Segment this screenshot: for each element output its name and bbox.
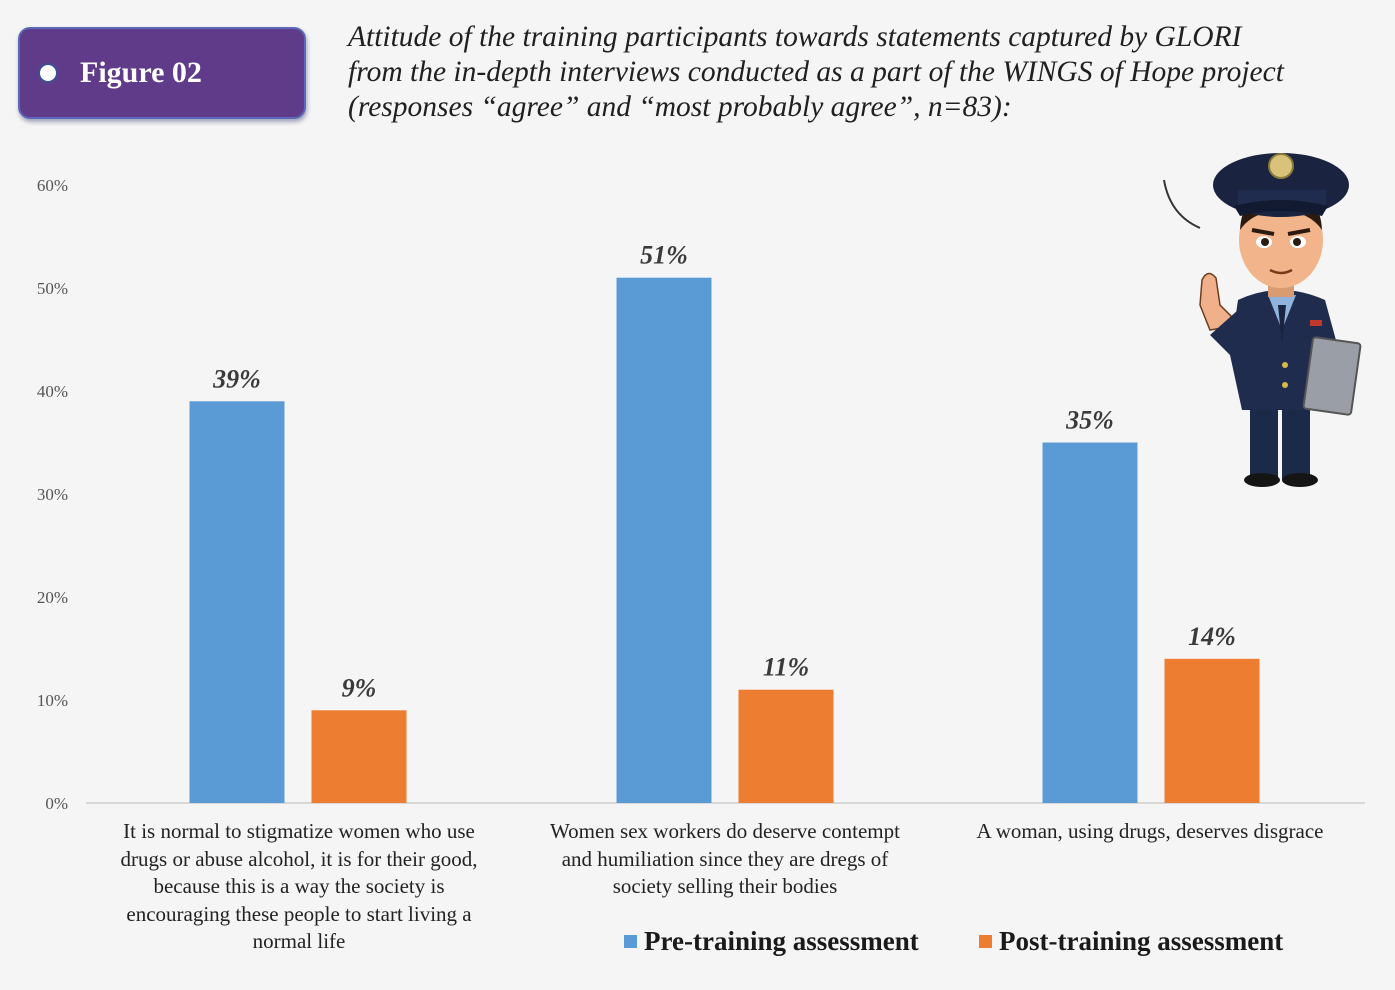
- y-tick-label: 0%: [45, 794, 68, 813]
- data-label: 14%: [1188, 622, 1236, 651]
- data-label: 35%: [1065, 406, 1114, 435]
- data-label: 51%: [640, 241, 688, 270]
- category-label-line: Women sex workers do deserve contempt: [550, 819, 900, 843]
- motion-line-icon: [1163, 179, 1201, 229]
- data-label: 9%: [342, 673, 377, 702]
- data-label: 11%: [763, 653, 809, 682]
- cap-badge-icon: [1268, 153, 1294, 179]
- bar-post-training: [1164, 658, 1260, 803]
- y-tick-label: 40%: [37, 382, 68, 401]
- bar-pre-training: [189, 401, 285, 803]
- bars: [189, 277, 1260, 803]
- bar-post-training: [311, 710, 407, 803]
- chart-title-line: (responses “agree” and “most probably ag…: [348, 91, 1012, 123]
- bar-post-training: [738, 689, 834, 803]
- y-tick-label: 30%: [37, 485, 68, 504]
- category-label-line: normal life: [252, 929, 346, 953]
- bar-pre-training: [1042, 442, 1138, 803]
- y-tick-label: 60%: [37, 176, 68, 195]
- figure-label: Figure 02: [80, 56, 202, 89]
- category-label-line: drugs or abuse alcohol, it is for their …: [120, 846, 478, 871]
- category-label-line: society selling their bodies: [612, 874, 838, 898]
- chart-title-line: Attitude of the training participants to…: [348, 21, 1242, 53]
- category-label-line: It is normal to stigmatize women who use: [123, 819, 475, 843]
- data-labels: 39% 51% 35% 9% 11% 14%: [212, 241, 1236, 703]
- y-axis-ticks: 0% 10% 20% 30% 40% 50% 60%: [37, 176, 68, 813]
- legend-swatch-pre: [624, 935, 637, 948]
- data-label: 39%: [212, 364, 261, 393]
- chart-title-line: from the in-depth interviews conducted a…: [348, 56, 1284, 88]
- bullet-dot-icon: [40, 65, 56, 81]
- chart-title: Attitude of the training participants to…: [348, 20, 1378, 125]
- legend-label-pre: Pre-training assessment: [644, 926, 919, 956]
- y-tick-label: 50%: [37, 279, 68, 298]
- category-label-line: because this is a way the society is: [153, 874, 445, 898]
- category-label-sex-workers: Women sex workers do deserve contempt an…: [515, 818, 935, 901]
- bar-pre-training: [616, 277, 712, 803]
- category-label-disgrace: A woman, using drugs, deserves disgrace: [940, 818, 1360, 846]
- legend-label-post: Post-training assessment: [999, 926, 1284, 956]
- legend-swatch-post: [979, 935, 992, 948]
- category-label-line: and humiliation since they are dregs of: [561, 846, 889, 871]
- police-officer-illustration: [1163, 153, 1362, 487]
- y-tick-label: 20%: [37, 588, 68, 607]
- category-label-stigmatize: It is normal to stigmatize women who use…: [64, 818, 534, 956]
- y-tick-label: 10%: [37, 691, 68, 710]
- figure-badge: Figure 02: [18, 27, 306, 119]
- category-label-line: encouraging these people to start living…: [126, 901, 472, 926]
- category-label-line: A woman, using drugs, deserves disgrace: [976, 819, 1324, 843]
